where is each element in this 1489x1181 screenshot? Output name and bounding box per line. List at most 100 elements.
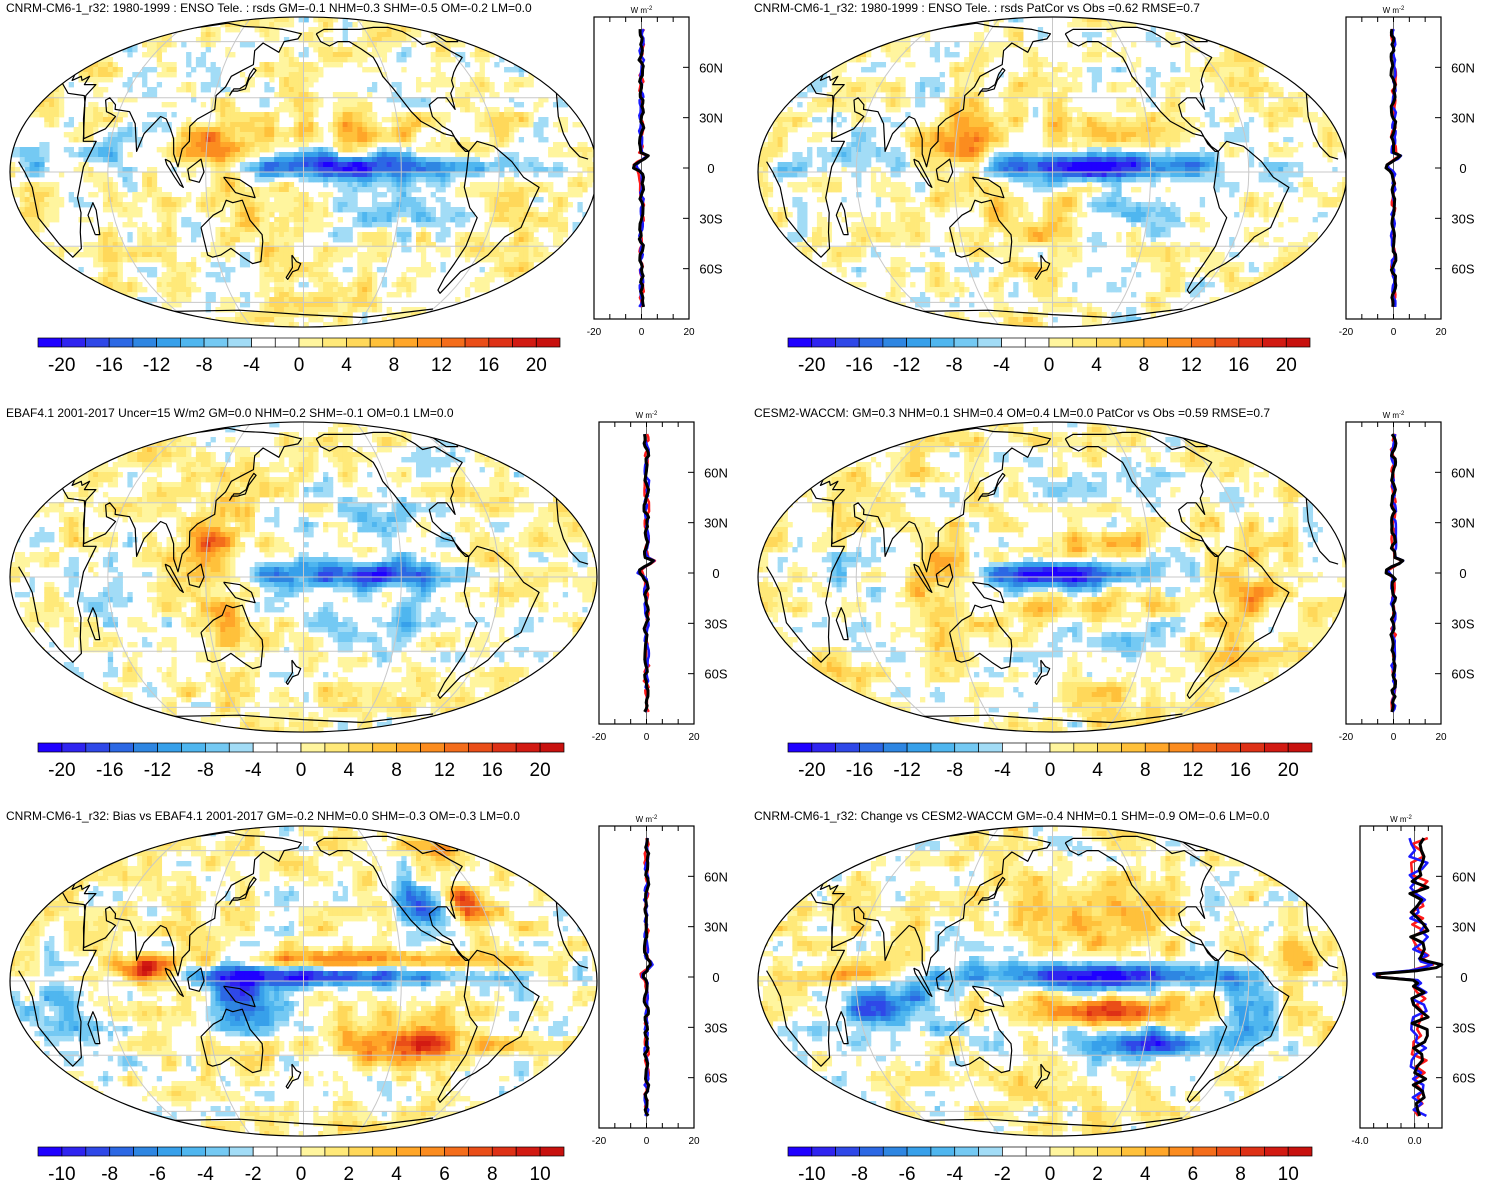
colorbar: -20 -16 -12 -8 -4 0 4 8 12 16 20 (787, 742, 1313, 781)
colorbar-box (348, 742, 374, 753)
lat-tick-label: 60S (1451, 262, 1474, 277)
colorbar-box (417, 337, 442, 348)
colorbar-tick-label: -16 (845, 355, 872, 376)
colorbar-box (61, 742, 87, 753)
colorbar-box (835, 337, 860, 348)
colorbar-tick-label: 0 (1044, 355, 1055, 376)
zonal-x-tick-label: 0.0 (1408, 1136, 1422, 1147)
lat-tick-label: 30N (1451, 516, 1475, 531)
colorbar-box (882, 337, 907, 348)
colorbar-box (109, 1146, 134, 1157)
colorbar-box (181, 742, 206, 753)
lat-tick-label: 0 (1459, 566, 1466, 581)
zonal-x-tick-label: 20 (688, 732, 700, 743)
colorbar-box (1073, 742, 1098, 753)
zonal-x-tick-label: 20 (683, 327, 695, 338)
colorbar-tick-label: -20 (48, 355, 75, 376)
colorbar-box (1192, 1146, 1218, 1157)
colorbar-box (811, 1146, 836, 1157)
colorbar-box (515, 742, 541, 753)
colorbar-box (109, 742, 134, 753)
colorbar-tick-label: -6 (899, 1164, 916, 1181)
colorbar-box (298, 337, 324, 348)
colorbar-box (346, 337, 371, 348)
colorbar-box (1072, 337, 1097, 348)
colorbar-box (1214, 337, 1240, 348)
lat-tick-label: 0 (1460, 970, 1467, 985)
colorbar-tick-label: 0 (1045, 760, 1056, 781)
panel-title: CNRM-CM6-1_r32: 1980-1999 : ENSO Tele. :… (6, 1, 532, 15)
lat-tick-label: 60S (1451, 667, 1474, 682)
map-field (758, 422, 1347, 733)
colorbar-tick-label: 4 (1091, 355, 1102, 376)
colorbar-box (882, 742, 908, 753)
colorbar-box (1144, 1146, 1170, 1157)
colorbar-tick-label: -4 (994, 760, 1011, 781)
colorbar-box (953, 337, 979, 348)
lat-tick-label: 30S (704, 1020, 727, 1035)
colorbar-box (372, 1146, 397, 1157)
colorbar-box (203, 337, 229, 348)
colorbar-box (420, 1146, 445, 1157)
colorbar-box (978, 1146, 1003, 1157)
lat-tick-label: 30N (704, 516, 728, 531)
lat-tick-label: 30N (704, 920, 728, 935)
colorbar-box (393, 337, 418, 348)
lat-tick-label: 30S (699, 211, 722, 226)
lat-tick-label: 0 (707, 161, 714, 176)
colorbar-box (324, 742, 350, 753)
colorbar-box (85, 1146, 111, 1157)
map-panel-6: CNRM-CM6-1_r32: Change vs CESM2-WACCM GM… (754, 809, 1476, 1181)
graticule (758, 825, 1347, 1136)
zonal-curve-black (1384, 433, 1405, 713)
lat-tick-label: 60N (1451, 60, 1475, 75)
colorbar-tick-label: 8 (1139, 355, 1150, 376)
colorbar-box (1024, 337, 1050, 348)
colorbar-tick-label: 8 (487, 1164, 498, 1181)
colorbar-box (535, 337, 561, 348)
map-field (758, 17, 1347, 327)
colorbar-tick-label: -10 (798, 1164, 825, 1181)
colorbar-tick-label: -4 (245, 760, 262, 781)
colorbar-tick-label: 0 (296, 1164, 307, 1181)
colorbar-box (348, 1146, 374, 1157)
colorbar-box (1264, 1146, 1289, 1157)
colorbar-box (930, 337, 955, 348)
lat-tick-label: 0 (712, 566, 719, 581)
colorbar-box (228, 1146, 254, 1157)
colorbar-tick-label: 16 (478, 355, 499, 376)
colorbar-box (539, 1146, 565, 1157)
colorbar-tick-label: 16 (482, 760, 503, 781)
map-border (9, 825, 598, 1137)
map-panel-4: CESM2-WACCM: GM=0.3 NHM=0.1 SHM=0.4 OM=0… (754, 406, 1475, 781)
zonal-x-tick-label: -4.0 (1351, 1136, 1369, 1147)
zonal-unit: W m-2 (636, 411, 658, 420)
map-panel-5: CNRM-CM6-1_r32: Bias vs EBAF4.1 2001-201… (6, 809, 728, 1181)
zonal-x-tick-label: 20 (1435, 732, 1447, 743)
zonal-x-tick-label: -20 (587, 327, 602, 338)
colorbar-tick-label: 20 (1278, 760, 1299, 781)
colorbar-box (157, 1146, 182, 1157)
colorbar-box (1143, 337, 1168, 348)
colorbar-tick-label: -10 (48, 1164, 75, 1181)
colorbar-box (205, 742, 230, 753)
colorbar-box (157, 742, 182, 753)
colorbar-box (1048, 337, 1074, 348)
colorbar-tick-label: -16 (846, 760, 873, 781)
colorbar-box (1240, 742, 1265, 753)
colorbar-tick-label: 20 (1276, 355, 1297, 376)
colorbar: -20 -16 -12 -8 -4 0 4 8 12 16 20 (787, 337, 1311, 376)
colorbar-box (1216, 1146, 1241, 1157)
map-panel-3: EBAF4.1 2001-2017 Uncer=15 W/m2 GM=0.0 N… (6, 406, 728, 781)
zonal-profile: W m-2 60N 30N 0 30S 60S -20 0 20 (587, 6, 723, 338)
colorbar-box (491, 742, 517, 753)
colorbar-tick-label: 4 (1140, 1164, 1151, 1181)
colorbar-box (1238, 337, 1263, 348)
colorbar-tick-label: -16 (96, 760, 123, 781)
colorbar-tick-label: 10 (530, 1164, 551, 1181)
colorbar-box (1121, 1146, 1146, 1157)
colorbar-tick-label: 0 (296, 760, 307, 781)
colorbar-tick-label: -4 (993, 355, 1010, 376)
lat-tick-label: 60N (1452, 869, 1476, 884)
panel-title: CNRM-CM6-1_r32: 1980-1999 : ENSO Tele. :… (754, 1, 1200, 15)
